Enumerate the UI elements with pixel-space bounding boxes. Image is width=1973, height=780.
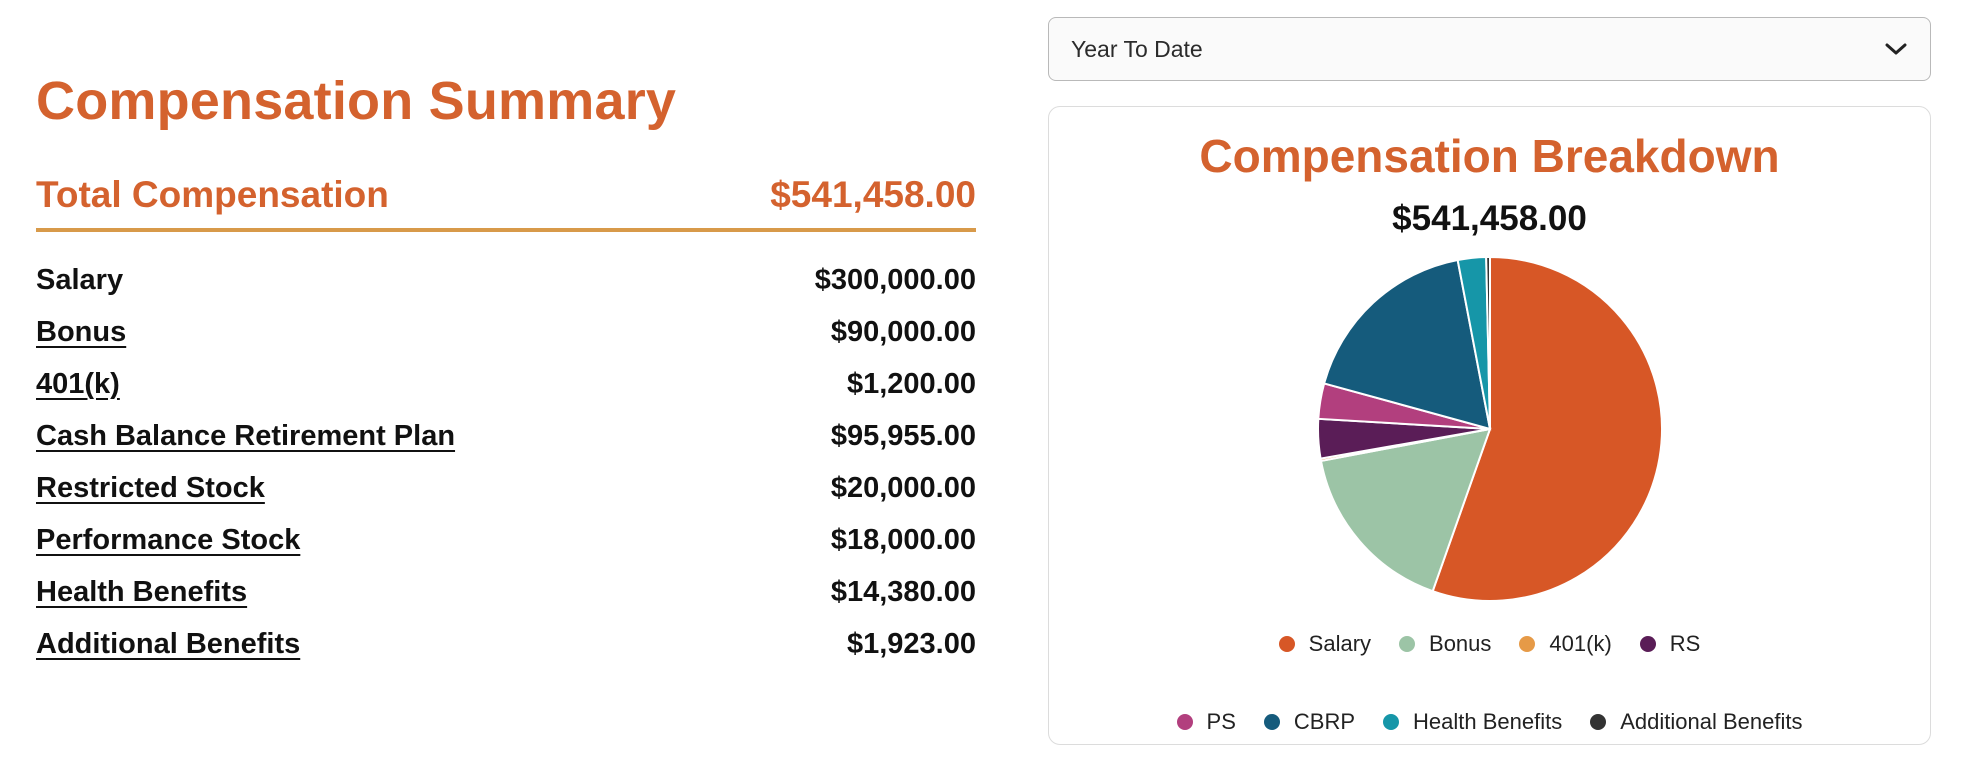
comp-item-value: $90,000.00 [830, 315, 976, 348]
legend-swatch [1399, 636, 1416, 652]
comp-item-value: $1,923.00 [846, 627, 976, 660]
comp-item-label: Salary [36, 263, 124, 296]
legend-swatch [1590, 714, 1607, 730]
legend-label: 401(k) [1549, 631, 1612, 656]
compensation-breakdown-card: Compensation Breakdown $541,458.00 Salar… [1048, 106, 1931, 745]
legend-label: PS [1206, 709, 1236, 734]
legend-swatch [1278, 636, 1295, 652]
legend-item-health-benefits[interactable]: Health Benefits [1383, 705, 1562, 739]
legend-item-401-k[interactable]: 401(k) [1519, 627, 1612, 661]
period-select-value: Year To Date [1071, 35, 1203, 62]
compensation-summary: Compensation Summary Total Compensation … [36, 60, 976, 670]
pie-chart [1317, 255, 1663, 602]
401k-link[interactable]: 401(k) [36, 367, 120, 400]
legend-item-salary[interactable]: Salary [1278, 627, 1372, 661]
legend-item-rs[interactable]: RS [1639, 627, 1701, 661]
comp-item-value: $95,955.00 [830, 419, 976, 452]
legend-swatch [1383, 714, 1400, 730]
pie-chart-container [1049, 255, 1932, 607]
comp-item-401k: 401(k) $1,200.00 [36, 358, 976, 410]
total-compensation-value: $541,458.00 [770, 174, 976, 215]
legend-label: Salary [1308, 631, 1372, 656]
total-compensation-row: Total Compensation $541,458.00 [36, 170, 976, 232]
legend-item-ps[interactable]: PS [1176, 705, 1236, 739]
chevron-down-icon [1884, 41, 1908, 57]
comp-item-value: $20,000.00 [830, 471, 976, 504]
legend-label: RS [1669, 631, 1701, 656]
chart-title: Compensation Breakdown [1199, 130, 1780, 182]
comp-item-salary: Salary $300,000.00 [36, 254, 976, 306]
comp-item-additional-benefits: Additional Benefits $1,923.00 [36, 618, 976, 670]
legend-swatch [1176, 714, 1193, 730]
chart-total: $541,458.00 [1392, 199, 1587, 238]
legend-item-cbrp[interactable]: CBRP [1263, 705, 1356, 739]
legend-label: Bonus [1429, 631, 1492, 656]
legend-item-additional-benefits[interactable]: Additional Benefits [1590, 705, 1802, 739]
chart-legend: Salary Bonus 401(k) RS PS CBRP Health Benefits… [1049, 627, 1930, 739]
comp-item-performance-stock: Performance Stock $18,000.00 [36, 514, 976, 566]
compensation-list: Salary $300,000.00 Bonus $90,000.00 401(… [36, 254, 976, 670]
legend-item-bonus[interactable]: Bonus [1399, 627, 1491, 661]
performance-stock-link[interactable]: Performance Stock [36, 523, 301, 556]
legend-label: Additional Benefits [1620, 709, 1803, 734]
bonus-link[interactable]: Bonus [36, 315, 127, 348]
comp-item-cbrp: Cash Balance Retirement Plan $95,955.00 [36, 410, 976, 462]
comp-item-value: $18,000.00 [830, 523, 976, 556]
additional-benefits-link[interactable]: Additional Benefits [36, 627, 301, 660]
legend-label: Health Benefits [1413, 709, 1563, 734]
pie-slice-additional-benefits[interactable] [1485, 255, 1491, 430]
pie-slice-cbrp[interactable] [1322, 258, 1492, 431]
comp-item-restricted-stock: Restricted Stock $20,000.00 [36, 462, 976, 514]
page-title: Compensation Summary [36, 71, 677, 131]
total-compensation-label: Total Compensation [36, 174, 389, 215]
legend-swatch [1519, 636, 1536, 652]
legend-swatch [1263, 714, 1280, 730]
legend-label: CBRP [1293, 709, 1356, 734]
legend-swatch [1639, 636, 1656, 652]
cash-balance-retirement-plan-link[interactable]: Cash Balance Retirement Plan [36, 419, 456, 452]
comp-item-bonus: Bonus $90,000.00 [36, 306, 976, 358]
comp-item-value: $1,200.00 [846, 367, 976, 400]
comp-item-health-benefits: Health Benefits $14,380.00 [36, 566, 976, 618]
comp-item-value: $300,000.00 [814, 263, 976, 296]
pie-slice-bonus[interactable] [1319, 427, 1492, 593]
comp-item-value: $14,380.00 [830, 575, 976, 608]
period-select[interactable]: Year To Date [1048, 17, 1931, 81]
health-benefits-link[interactable]: Health Benefits [36, 575, 248, 608]
restricted-stock-link[interactable]: Restricted Stock [36, 471, 265, 504]
